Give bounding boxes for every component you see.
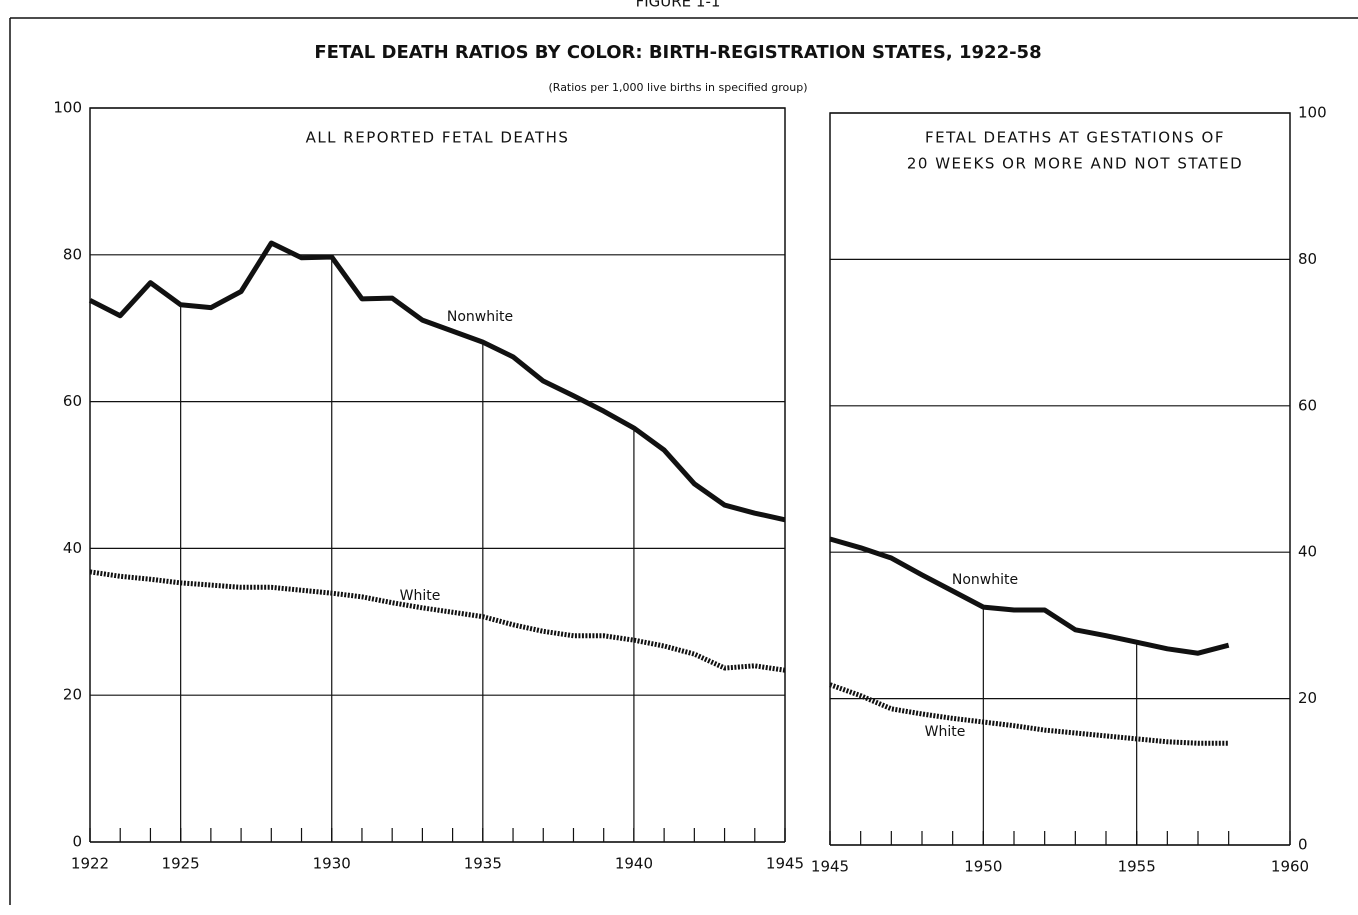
y-tick-label: 20: [63, 686, 82, 704]
chart-subtitle: (Ratios per 1,000 live births in specifi…: [549, 81, 808, 94]
figure-label: FIGURE 1-1: [636, 0, 721, 11]
series-label: White: [400, 588, 441, 604]
y-tick-label: 0: [1298, 836, 1308, 854]
y-tick-label: 80: [63, 245, 82, 263]
series-line: [88, 240, 786, 523]
y-tick-label: 20: [1298, 689, 1317, 707]
x-tick-label: 1950: [964, 858, 1002, 876]
x-tick-label: 1922: [71, 855, 109, 873]
series-line: [829, 536, 1230, 656]
y-tick-label: 100: [1298, 104, 1327, 122]
x-tick-label: 1925: [162, 855, 200, 873]
series-label: Nonwhite: [952, 572, 1018, 588]
chart-title: FETAL DEATH RATIOS BY COLOR: BIRTH-REGIS…: [314, 42, 1041, 63]
y-tick-label: 60: [63, 392, 82, 410]
x-tick-label: 1945: [811, 858, 849, 876]
panel-title: FETAL DEATHS AT GESTATIONS OF: [925, 129, 1225, 147]
panel-title: ALL REPORTED FETAL DEATHS: [306, 129, 570, 147]
y-tick-label: 100: [53, 99, 82, 117]
x-tick-label: 1940: [615, 855, 653, 873]
x-tick-label: 1930: [313, 855, 351, 873]
y-tick-label: 0: [72, 833, 82, 851]
series-line: [89, 569, 786, 673]
panel-frame: [829, 112, 1291, 845]
series-line: [829, 682, 1229, 746]
x-tick-label: 1945: [766, 855, 804, 873]
x-tick-label: 1935: [464, 855, 502, 873]
y-tick-label: 40: [63, 539, 82, 557]
y-tick-label: 40: [1298, 543, 1317, 561]
y-tick-label: 60: [1298, 396, 1317, 414]
x-tick-label: 1955: [1118, 858, 1156, 876]
y-tick-label: 80: [1298, 250, 1317, 268]
series-label: White: [925, 724, 966, 740]
panel-frame: [89, 107, 786, 842]
x-tick-label: 1960: [1271, 858, 1309, 876]
series-label: Nonwhite: [447, 309, 513, 325]
panel-title: 20 WEEKS OR MORE AND NOT STATED: [907, 155, 1243, 173]
